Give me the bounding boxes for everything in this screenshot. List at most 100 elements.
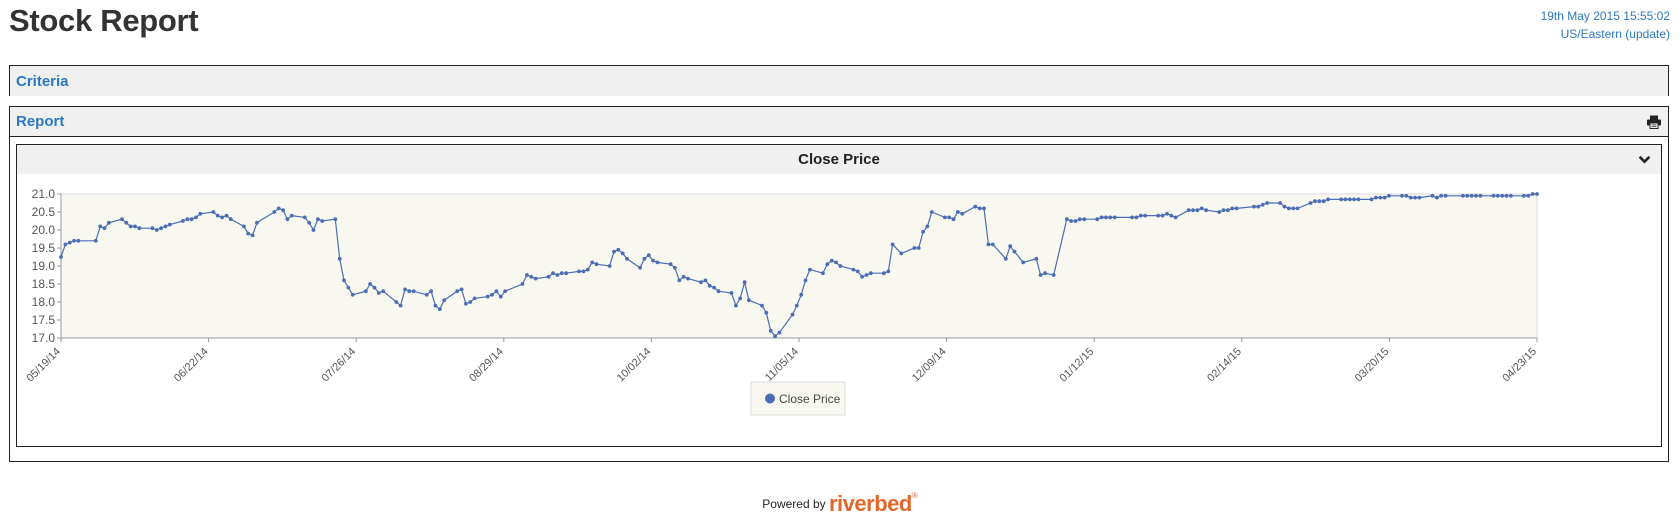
- data-point-155: [1034, 256, 1039, 261]
- x-tick-label-0: 05/19/14: [24, 346, 63, 385]
- data-point-38: [302, 215, 307, 220]
- data-point-137: [916, 246, 921, 250]
- timezone-update-link[interactable]: US/Eastern (update): [1560, 27, 1670, 41]
- data-point-51: [376, 291, 381, 295]
- data-point-126: [838, 264, 843, 268]
- chevron-down-icon[interactable]: [1638, 153, 1651, 166]
- plot-area: [60, 193, 1538, 339]
- data-point-190: [1260, 202, 1265, 207]
- timestamp: 19th May 2015 15:55:02: [1540, 9, 1670, 23]
- data-point-27: [224, 213, 229, 218]
- data-point-23: [198, 211, 203, 216]
- data-point-148: [982, 206, 986, 211]
- data-point-217: [1430, 193, 1435, 198]
- data-point-107: [729, 291, 734, 295]
- data-point-135: [899, 251, 904, 256]
- data-point-150: [990, 242, 995, 247]
- data-point-181: [1199, 206, 1204, 211]
- data-point-37: [289, 213, 294, 218]
- data-point-102: [699, 280, 703, 285]
- data-point-7: [102, 226, 107, 231]
- data-point-44: [337, 256, 342, 261]
- data-point-176: [1169, 213, 1174, 218]
- data-point-91: [625, 256, 629, 261]
- data-point-172: [1143, 213, 1147, 218]
- x-tick-label-6: 12/09/14: [910, 346, 949, 385]
- data-point-220: [1443, 193, 1448, 198]
- data-point-211: [1387, 193, 1391, 198]
- data-point-32: [255, 220, 259, 225]
- data-point-70: [494, 289, 499, 294]
- data-point-214: [1408, 195, 1413, 200]
- widget-header: Close Price: [17, 145, 1661, 174]
- data-point-110: [742, 280, 747, 285]
- data-point-198: [1313, 199, 1317, 204]
- data-point-196: [1295, 206, 1300, 211]
- data-point-85: [590, 260, 595, 265]
- data-point-87: [607, 264, 612, 268]
- data-point-202: [1339, 197, 1343, 202]
- data-point-205: [1352, 197, 1356, 202]
- data-point-29: [242, 224, 246, 229]
- data-point-43: [333, 217, 338, 222]
- data-point-170: [1134, 215, 1139, 220]
- data-point-88: [612, 249, 616, 254]
- criteria-toggle-link[interactable]: Criteria: [16, 72, 69, 90]
- data-point-68: [485, 294, 490, 299]
- data-point-45: [342, 278, 346, 283]
- y-tick-label-4: 19.0: [32, 259, 56, 273]
- data-point-106: [716, 289, 721, 294]
- data-point-184: [1221, 208, 1226, 213]
- data-point-71: [498, 294, 503, 299]
- criteria-panel-header[interactable]: Criteria: [10, 66, 1668, 96]
- data-point-136: [912, 246, 917, 250]
- data-point-117: [790, 312, 795, 317]
- data-point-112: [760, 303, 764, 308]
- data-point-206: [1356, 197, 1361, 202]
- data-point-203: [1343, 197, 1348, 202]
- report-toggle-link[interactable]: Report: [16, 113, 65, 130]
- data-point-93: [642, 256, 647, 261]
- data-point-219: [1439, 193, 1444, 198]
- y-tick-label-3: 18.5: [32, 277, 56, 291]
- y-tick-label-7: 20.5: [32, 205, 56, 219]
- data-point-98: [673, 265, 677, 270]
- data-point-144: [956, 210, 960, 214]
- x-tick-label-8: 02/14/15: [1205, 346, 1244, 385]
- data-point-20: [185, 217, 190, 222]
- print-icon[interactable]: [1646, 114, 1662, 130]
- data-point-64: [459, 287, 464, 292]
- data-point-169: [1130, 215, 1134, 220]
- data-point-53: [394, 300, 399, 304]
- data-point-103: [703, 278, 708, 283]
- data-point-145: [960, 211, 965, 216]
- data-point-76: [533, 276, 538, 281]
- data-point-31: [250, 233, 255, 238]
- data-point-153: [1012, 249, 1017, 254]
- data-point-133: [886, 269, 891, 274]
- data-point-73: [520, 282, 525, 286]
- data-point-128: [855, 269, 860, 274]
- data-point-99: [677, 278, 682, 283]
- data-point-183: [1217, 210, 1222, 214]
- data-point-229: [1504, 193, 1509, 198]
- data-point-232: [1526, 193, 1531, 198]
- data-point-119: [799, 292, 804, 297]
- x-tick-label-5: 11/05/14: [763, 346, 801, 384]
- data-point-129: [860, 274, 864, 279]
- data-point-224: [1474, 193, 1478, 198]
- data-point-75: [529, 274, 534, 279]
- data-point-180: [1195, 208, 1200, 213]
- data-point-162: [1077, 217, 1082, 222]
- data-point-9: [120, 217, 124, 222]
- data-point-233: [1530, 192, 1535, 196]
- data-point-210: [1382, 195, 1387, 200]
- data-point-25: [215, 213, 220, 218]
- data-point-15: [154, 228, 159, 232]
- data-point-146: [973, 204, 978, 209]
- data-point-95: [651, 258, 655, 263]
- legend-label-close-price: Close Price: [779, 392, 841, 406]
- data-point-228: [1500, 193, 1505, 198]
- riverbed-logo[interactable]: riverbed: [828, 491, 912, 516]
- data-point-86: [594, 262, 599, 267]
